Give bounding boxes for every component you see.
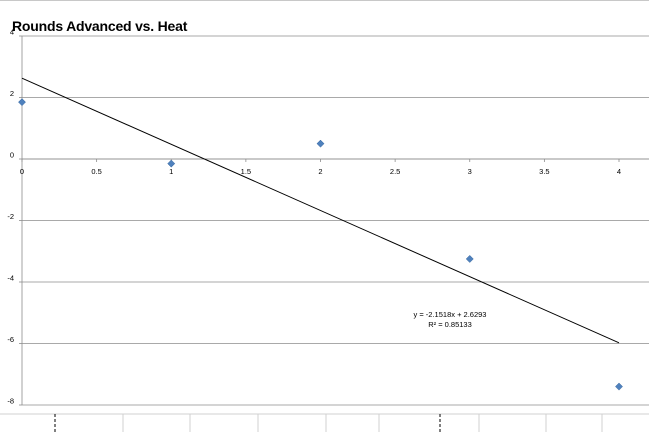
r2-label: R² = 0.85133	[428, 320, 472, 329]
x-tick-label: 2	[318, 167, 322, 176]
x-tick-label: 4	[617, 167, 621, 176]
y-tick-label: 4	[10, 28, 14, 37]
spreadsheet-grid-strip	[0, 413, 649, 432]
trendline-equation: y = -2.1518x + 2.6293 R² = 0.85133	[414, 310, 487, 329]
data-point	[465, 254, 474, 263]
data-points	[18, 98, 623, 391]
y-tick-labels: -8 -6 -4 -2 0 2 4	[7, 28, 22, 406]
x-tick-label: 2.5	[390, 167, 400, 176]
y-tick-label: -6	[7, 335, 14, 344]
x-tick-label: 0.5	[91, 167, 101, 176]
data-point	[18, 98, 26, 107]
y-tick-label: -2	[7, 212, 14, 221]
y-tick-label: 0	[10, 151, 14, 160]
y-tick-label: -4	[7, 274, 14, 283]
x-tick-label: 0	[20, 167, 24, 176]
trendline-path	[21, 77, 620, 344]
x-tick-label: 1.5	[241, 167, 251, 176]
chart-title: Rounds Advanced vs. Heat	[12, 18, 188, 34]
data-point	[316, 139, 325, 148]
trendline	[21, 77, 620, 344]
x-tick-label: 3.5	[539, 167, 549, 176]
equation-label: y = -2.1518x + 2.6293	[414, 310, 487, 319]
data-point	[615, 382, 623, 391]
y-tick-label: 2	[10, 89, 14, 98]
gridlines	[22, 35, 649, 406]
x-tick-label: 1	[169, 167, 173, 176]
x-tick-label: 3	[468, 167, 472, 176]
data-point	[167, 159, 176, 168]
y-tick-label: -8	[7, 397, 14, 406]
x-tick-labels: 0 0.5 1 1.5 2 2.5 3 3.5 4	[20, 159, 621, 176]
